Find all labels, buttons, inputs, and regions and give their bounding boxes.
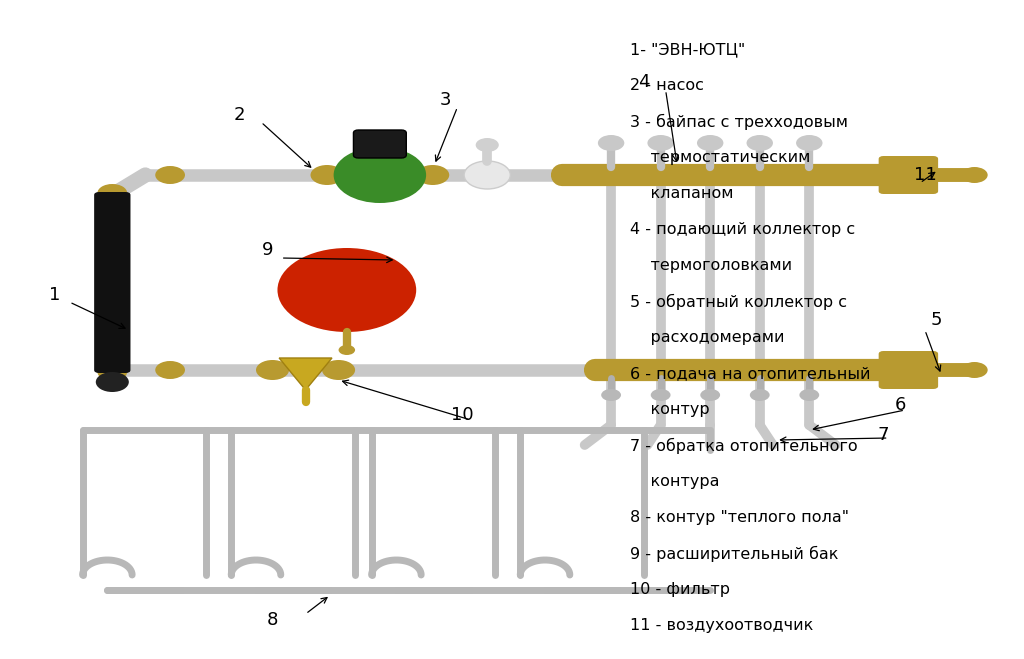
Text: 9: 9 [262,241,273,259]
Circle shape [464,161,510,189]
Text: термоголовками: термоголовками [630,258,793,273]
Circle shape [746,135,773,151]
Text: 5: 5 [931,311,942,329]
Text: 1: 1 [49,286,60,304]
Text: клапаном: клапаном [630,186,733,201]
Circle shape [416,165,450,185]
Text: 6 - подача на отопительный: 6 - подача на отопительный [630,366,870,381]
FancyBboxPatch shape [879,351,938,389]
Text: 8: 8 [267,611,279,629]
Text: 9 - расширительный бак: 9 - расширительный бак [630,546,839,562]
Circle shape [339,345,355,355]
Circle shape [750,389,770,401]
Circle shape [962,167,988,183]
Text: контур: контур [630,402,710,417]
Text: 5 - обратный коллектор с: 5 - обратный коллектор с [630,294,847,310]
Circle shape [650,389,671,401]
FancyBboxPatch shape [353,130,407,158]
Text: 10: 10 [452,406,474,424]
Circle shape [962,362,988,378]
Text: 10 - фильтр: 10 - фильтр [630,582,730,597]
Circle shape [96,372,129,392]
Circle shape [97,363,127,381]
Circle shape [278,248,416,332]
Text: 7: 7 [878,426,890,444]
Circle shape [796,135,822,151]
Circle shape [700,389,720,401]
Circle shape [598,135,625,151]
Text: расходомерами: расходомерами [630,330,784,345]
Text: термостатическим: термостатическим [630,150,810,165]
Text: 2: 2 [233,106,245,124]
Text: 2 - насос: 2 - насос [630,78,703,93]
Text: 3: 3 [440,91,452,109]
FancyBboxPatch shape [879,156,938,194]
Circle shape [334,147,426,203]
Text: 4 - подающий коллектор с: 4 - подающий коллектор с [630,222,855,237]
Circle shape [323,360,355,380]
Circle shape [601,389,621,401]
Circle shape [476,138,499,152]
Circle shape [310,165,343,185]
Circle shape [697,135,723,151]
Circle shape [156,166,185,184]
Circle shape [256,360,289,380]
Text: 4: 4 [638,73,650,91]
Text: 8 - контур "теплого пола": 8 - контур "теплого пола" [630,510,849,525]
Text: 3 - байпас с трехходовым: 3 - байпас с трехходовым [630,114,848,130]
Text: 7 - обратка отопительного: 7 - обратка отопительного [630,438,858,454]
Circle shape [800,389,819,401]
Text: 11 - воздухоотводчик: 11 - воздухоотводчик [630,618,813,633]
Circle shape [647,135,674,151]
Text: 11: 11 [913,166,936,184]
Text: контура: контура [630,474,720,489]
Polygon shape [280,358,332,390]
Text: 6: 6 [894,396,906,414]
Circle shape [97,184,127,202]
FancyBboxPatch shape [94,192,130,373]
Circle shape [156,361,185,379]
Text: 1- "ЭВН-ЮТЦ": 1- "ЭВН-ЮТЦ" [630,42,745,57]
